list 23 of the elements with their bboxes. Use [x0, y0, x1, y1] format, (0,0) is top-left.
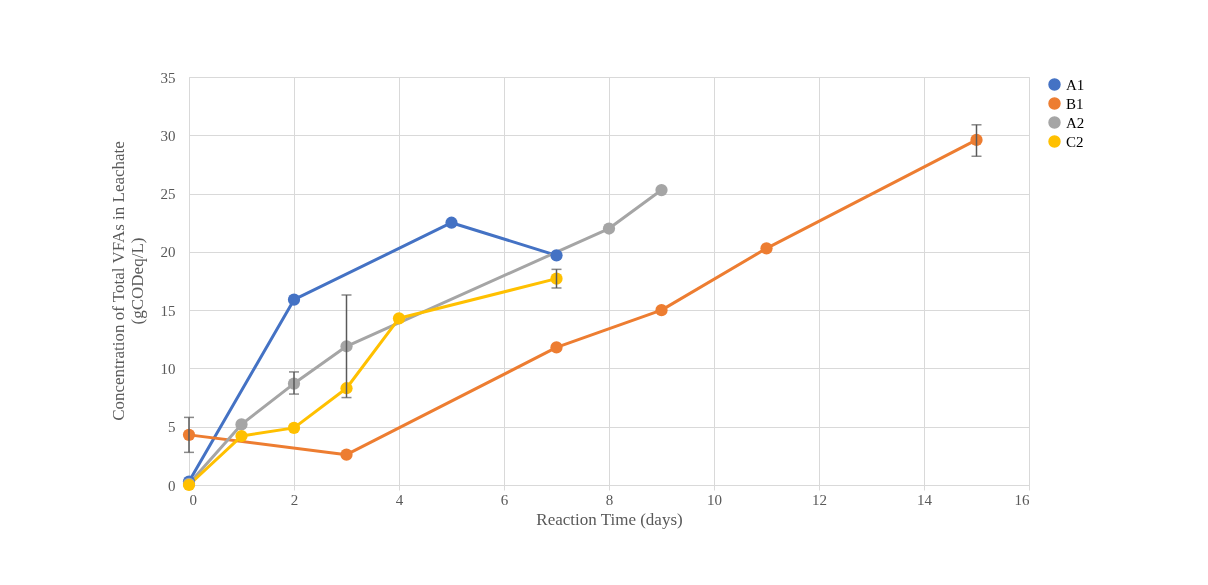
y-tick-label: 35 — [160, 69, 176, 86]
x-tick-label: 4 — [395, 491, 404, 508]
y-tick-label: 30 — [160, 127, 176, 144]
legend-label: A1 — [1066, 76, 1085, 93]
y-tick-label: 15 — [160, 302, 176, 319]
legend-label: C2 — [1066, 133, 1084, 150]
y-tick-label: 25 — [160, 186, 176, 203]
x-tick-label: 0 — [189, 491, 197, 508]
x-axis-title: Reaction Time (days) — [536, 509, 683, 529]
x-tick-label: 16 — [1014, 491, 1030, 508]
y-tick-label: 0 — [168, 477, 176, 494]
x-tick-label: 14 — [917, 491, 933, 508]
y-tick-label: 20 — [160, 244, 176, 261]
x-tick-label: 6 — [500, 491, 509, 508]
y-tick-label: 10 — [160, 360, 176, 377]
y-axis-title: Concentration of Total VFAs in Leachate (gCODeq/L) — [109, 141, 147, 421]
x-tick-label: 12 — [812, 491, 827, 508]
legend-label: A2 — [1066, 114, 1085, 131]
x-tick-label: 2 — [290, 491, 299, 508]
legend-label: B1 — [1066, 95, 1084, 112]
x-tick-label: 10 — [707, 491, 722, 508]
y-tick-label: 5 — [168, 419, 176, 436]
x-tick-label: 8 — [605, 491, 614, 508]
